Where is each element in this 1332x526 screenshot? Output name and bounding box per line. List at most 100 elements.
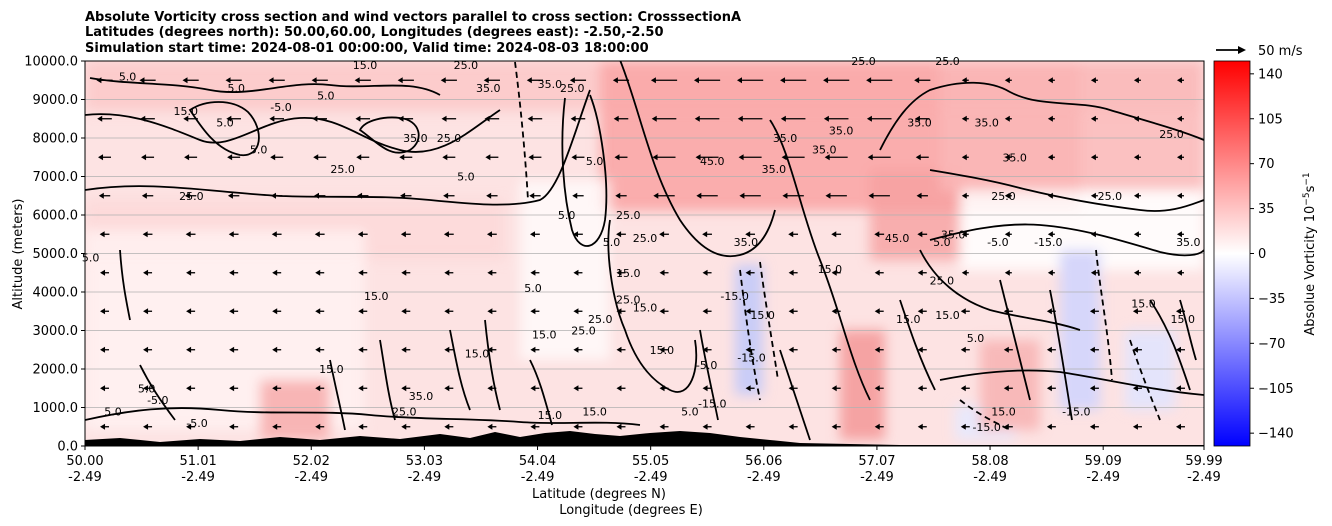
wind-vector-head [315,269,321,276]
wind-vector-head [100,346,106,353]
wind-vector-head [1089,346,1095,353]
colorbar-tick-label: 140 [1258,67,1283,82]
wind-vector-head [651,115,657,122]
contour-line [1129,339,1161,421]
contour-label: 5.0 [216,117,234,130]
wind-vector-head [314,231,320,238]
wind-vector-head [400,231,406,238]
contour-label: -15.0 [1034,236,1062,249]
wind-vector-head [486,231,492,238]
wind-vector-head [186,385,192,392]
wind-vector-head [613,115,619,122]
wind-vector-head [1003,346,1009,353]
wind-vector-head [443,192,449,199]
wind-vector-head [659,269,665,276]
wind-vector-head [573,385,579,392]
contour-label: -15.0 [698,398,726,411]
contour-label: -5.0 [147,394,168,407]
wind-vector-head [444,308,450,315]
contour-label: -5.0 [186,417,207,430]
contour-line [561,94,608,247]
wind-vector-head [401,269,407,276]
contour-label: 5.0 [457,171,475,184]
wind-vector-head [914,115,920,122]
wind-vector-head [650,77,656,84]
contour-label: 45.0 [885,232,910,245]
y-tick-label: 7000.0 [33,170,79,185]
y-tick-label: 0.0 [57,440,78,455]
wind-vector-head [652,154,658,161]
contour-label: 25.0 [616,209,641,222]
wind-vector-head [1046,385,1052,392]
contour-label: 25.0 [571,325,596,338]
wind-vector-head [1133,154,1139,161]
x-tick-label-lon: -2.49 [973,470,1007,485]
contour-label: 15.0 [750,309,775,322]
wind-vector-head [915,154,921,161]
y-tick-label: 2000.0 [33,363,79,378]
wind-vector-head [616,423,622,430]
x-tick-label-lon: -2.49 [1187,470,1221,485]
contour-label: 5.0 [586,155,604,168]
wind-vector-head [831,269,837,276]
wind-vector-head [528,154,534,161]
wind-vector-head [485,154,491,161]
wind-vector-head [614,154,620,161]
wind-vector-head [143,423,149,430]
contour-label: 15.0 [991,405,1016,418]
wind-vector-head [184,192,190,199]
wind-vector-head [98,154,104,161]
contour-label: 15.0 [896,313,921,326]
contour-line [89,77,441,96]
y-tick-label: 3000.0 [33,324,79,339]
wind-vector-head [738,154,744,161]
wind-vector-head [270,192,276,199]
wind-vector-head [702,346,708,353]
wind-vector-head [315,385,321,392]
contour-label: -5.0 [696,359,717,372]
quiver-key-arrowhead [1238,46,1246,54]
contour-label: 5.0 [227,82,245,95]
contour-label: 25.0 [560,82,585,95]
contour-label: 35.0 [403,132,428,145]
wind-vector-head [401,308,407,315]
contour-label: 5.0 [967,332,985,345]
wind-vector-head [143,346,149,353]
colorbar-tick-label: 105 [1258,112,1283,127]
wind-vector-head [484,115,490,122]
wind-vector-head [358,308,364,315]
wind-vector-head [788,269,794,276]
wind-vector-head [1004,192,1010,199]
wind-vector-head [868,192,874,199]
wind-vector-head [1047,269,1053,276]
wind-vector-head [315,346,321,353]
wind-vector-head [874,346,880,353]
wind-vector-head [358,423,364,430]
wind-vector-head [1090,154,1096,161]
contour-line [779,349,811,441]
wind-vector-head [358,269,364,276]
wind-vector-head [399,154,405,161]
wind-vector-head [1047,154,1053,161]
wind-vector-head [1004,269,1010,276]
colorbar-tick-label: −140 [1258,427,1294,442]
contour-label: -5.0 [987,236,1008,249]
wind-vector-head [914,77,920,84]
contour-line [1179,299,1197,361]
contour-label: 35.0 [974,117,999,130]
wind-vector-head [1132,308,1138,315]
wind-vector-head [823,77,829,84]
contour-label: 5.0 [250,144,268,157]
wind-vector-head [874,423,880,430]
contour-label: 35.0 [773,132,798,145]
y-axis: 0.0 1000.0 2000.0 3000.0 4000.0 5000.0 6000.0 7… [24,55,85,455]
wind-vector-head [143,308,149,315]
wind-vector-head [1004,154,1010,161]
wind-vector-head [354,77,360,84]
x-tick-label-lat: 58.08 [971,454,1008,469]
wind-vector-head [1133,231,1139,238]
wind-vector-head [745,385,751,392]
wind-vector-head [100,269,106,276]
colorbar-label-unit: s [1303,185,1318,192]
